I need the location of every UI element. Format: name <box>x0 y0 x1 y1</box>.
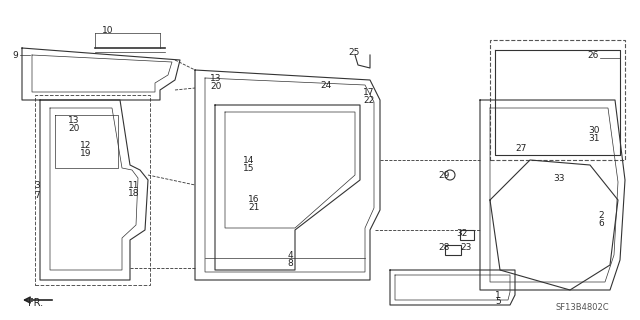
Text: 1: 1 <box>495 291 500 300</box>
Bar <box>445 245 461 255</box>
Text: 32: 32 <box>456 228 467 237</box>
Text: 8: 8 <box>287 259 293 268</box>
Text: 19: 19 <box>80 148 92 157</box>
Text: 31: 31 <box>588 133 600 142</box>
Text: 20: 20 <box>68 124 79 132</box>
Text: 33: 33 <box>553 173 564 182</box>
Text: 5: 5 <box>495 298 500 307</box>
Text: 26: 26 <box>587 51 598 60</box>
Text: 21: 21 <box>248 204 259 212</box>
Text: 13: 13 <box>210 74 221 83</box>
Text: 17: 17 <box>363 87 374 97</box>
Text: 30: 30 <box>588 125 600 134</box>
Text: 9: 9 <box>12 51 18 60</box>
Bar <box>35 95 150 285</box>
Text: 11: 11 <box>128 180 140 189</box>
Text: 16: 16 <box>248 196 259 204</box>
Bar <box>490 40 625 160</box>
Text: FR.: FR. <box>28 298 43 308</box>
Text: 28: 28 <box>438 244 449 252</box>
Text: 13: 13 <box>68 116 79 124</box>
Bar <box>460 230 474 240</box>
Text: 14: 14 <box>243 156 254 164</box>
Text: SF13B4802C: SF13B4802C <box>555 303 609 313</box>
Text: 18: 18 <box>128 188 140 197</box>
Text: 25: 25 <box>348 47 360 57</box>
Text: 7: 7 <box>34 190 40 199</box>
Text: 3: 3 <box>34 180 40 189</box>
Text: 2: 2 <box>598 211 604 220</box>
Text: 27: 27 <box>515 143 526 153</box>
Text: 10: 10 <box>102 26 114 35</box>
Text: 23: 23 <box>460 244 472 252</box>
Text: 6: 6 <box>598 219 604 228</box>
Text: 12: 12 <box>80 140 92 149</box>
Text: 15: 15 <box>243 164 255 172</box>
Text: 24: 24 <box>320 81 332 90</box>
Text: 29: 29 <box>438 171 449 180</box>
Text: 4: 4 <box>287 251 293 260</box>
Text: 22: 22 <box>363 95 374 105</box>
Text: 20: 20 <box>210 82 221 91</box>
